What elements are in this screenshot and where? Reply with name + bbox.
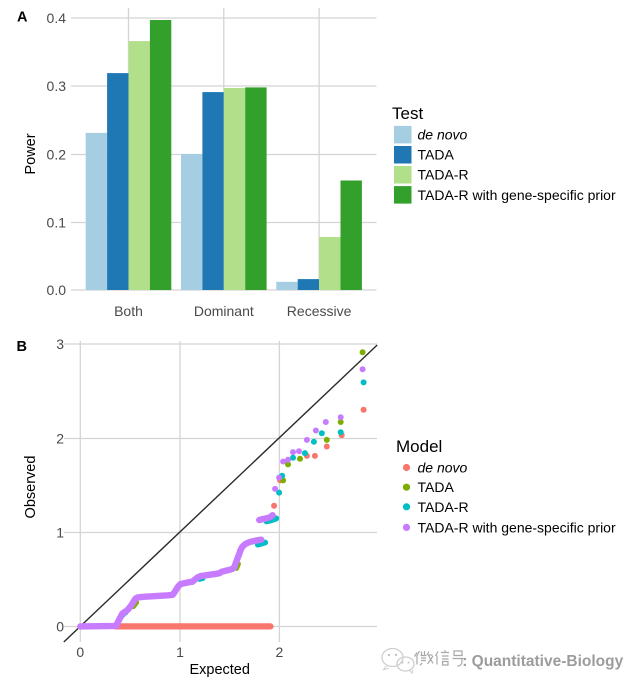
svg-text:TADA: TADA bbox=[418, 147, 455, 163]
svg-text:de novo: de novo bbox=[418, 460, 468, 476]
svg-text:0.1: 0.1 bbox=[47, 214, 67, 230]
svg-text:Expected: Expected bbox=[189, 662, 249, 678]
svg-text:de novo: de novo bbox=[418, 127, 468, 143]
svg-text:Both: Both bbox=[114, 303, 143, 319]
svg-text:0.4: 0.4 bbox=[47, 10, 67, 26]
svg-text:Recessive: Recessive bbox=[287, 303, 352, 319]
svg-text:: Quantitative-Biology: : Quantitative-Biology bbox=[463, 654, 624, 671]
svg-text:TADA: TADA bbox=[418, 479, 455, 495]
svg-text:Power: Power bbox=[23, 133, 39, 174]
svg-text:: Quantitative-Biology: : Quantitative-Biology bbox=[462, 653, 623, 670]
svg-text:B: B bbox=[17, 339, 27, 355]
svg-text:TADA-R with gene-specific prio: TADA-R with gene-specific prior bbox=[418, 519, 616, 535]
svg-text:0: 0 bbox=[76, 644, 84, 660]
svg-text:Model: Model bbox=[396, 437, 442, 456]
svg-text:0.3: 0.3 bbox=[47, 78, 67, 94]
svg-text:0: 0 bbox=[56, 618, 64, 634]
svg-text:TADA-R: TADA-R bbox=[418, 167, 469, 183]
svg-text:0.0: 0.0 bbox=[47, 282, 67, 298]
svg-text:Observed: Observed bbox=[23, 456, 39, 519]
svg-text:2: 2 bbox=[56, 430, 64, 446]
svg-text:Test: Test bbox=[392, 104, 423, 123]
svg-text:2: 2 bbox=[276, 644, 284, 660]
svg-text:3: 3 bbox=[56, 336, 64, 352]
svg-text:1: 1 bbox=[176, 644, 184, 660]
svg-text:TADA-R: TADA-R bbox=[418, 499, 469, 515]
svg-text:A: A bbox=[17, 10, 28, 26]
svg-text:1: 1 bbox=[56, 524, 64, 540]
svg-text:0.2: 0.2 bbox=[47, 146, 67, 162]
svg-text:TADA-R with gene-specific prio: TADA-R with gene-specific prior bbox=[418, 187, 616, 203]
svg-text:Dominant: Dominant bbox=[194, 303, 254, 319]
